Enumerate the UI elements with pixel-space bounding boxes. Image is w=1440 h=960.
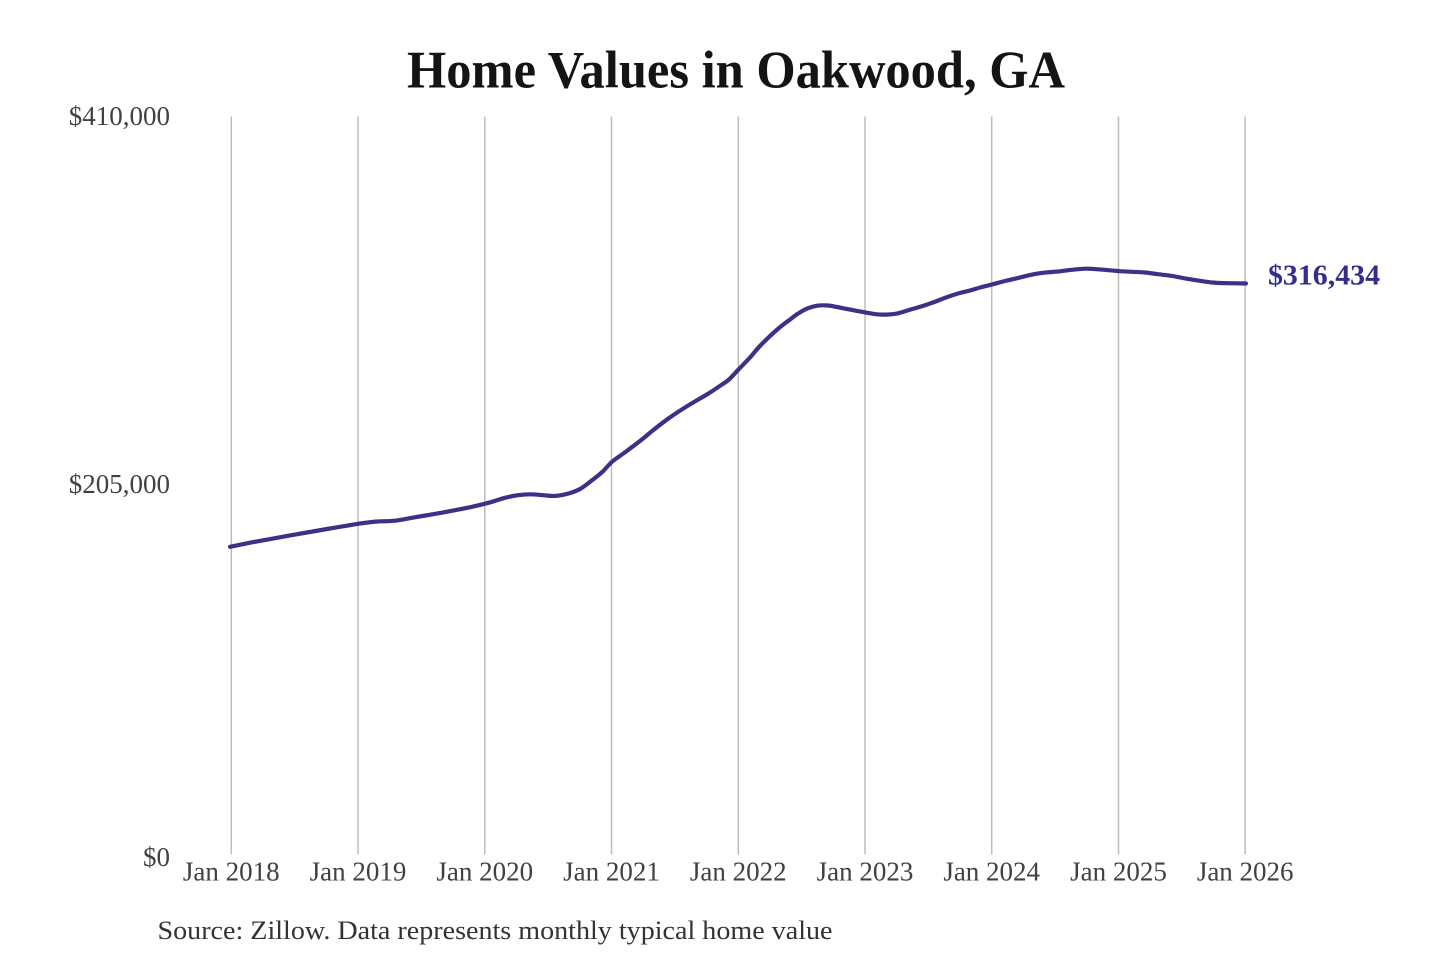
svg-text:Jan 2023: Jan 2023 xyxy=(817,857,914,887)
svg-text:Jan 2020: Jan 2020 xyxy=(436,857,533,887)
svg-text:Jan 2026: Jan 2026 xyxy=(1197,857,1294,887)
svg-text:Jan 2018: Jan 2018 xyxy=(183,857,280,887)
svg-text:Jan 2021: Jan 2021 xyxy=(563,857,660,887)
svg-text:Jan 2024: Jan 2024 xyxy=(943,857,1040,887)
svg-text:$410,000: $410,000 xyxy=(69,101,170,131)
svg-text:Jan 2019: Jan 2019 xyxy=(310,857,407,887)
svg-text:Home Values in Oakwood, GA: Home Values in Oakwood, GA xyxy=(407,42,1065,100)
svg-text:$0: $0 xyxy=(143,842,170,872)
svg-text:$205,000: $205,000 xyxy=(69,469,170,499)
svg-text:Jan 2025: Jan 2025 xyxy=(1070,857,1167,887)
svg-text:Source: Zillow. Data represent: Source: Zillow. Data represents monthly … xyxy=(158,916,833,945)
svg-text:Jan 2022: Jan 2022 xyxy=(690,857,787,887)
svg-text:$316,434: $316,434 xyxy=(1268,261,1380,292)
